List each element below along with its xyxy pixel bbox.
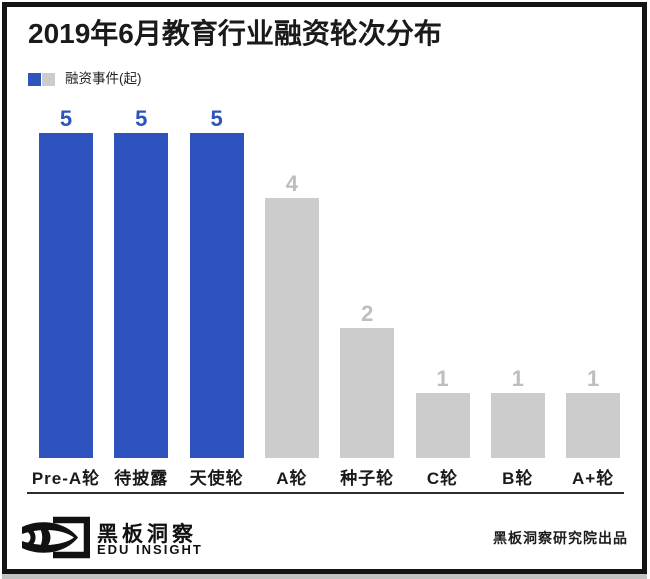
bar-category-label: B轮: [502, 469, 534, 488]
bar: [415, 393, 470, 458]
bar: [566, 393, 621, 458]
bar-value-label: 4: [285, 171, 299, 196]
credit-text: 黑板洞察研究院出品: [493, 530, 628, 546]
bar-value-label: 1: [436, 366, 449, 391]
bar-category-label: 天使轮: [189, 469, 244, 488]
bar-value-label: 1: [511, 366, 524, 391]
bar: [490, 393, 545, 458]
bar-value-label: 2: [361, 301, 374, 326]
bar-value-label: 5: [59, 106, 73, 131]
bar: [340, 328, 395, 458]
bar-category-label: Pre-A轮: [31, 469, 101, 488]
bar: [189, 133, 244, 458]
bar-value-label: 5: [210, 106, 223, 131]
bar-value-label: 1: [586, 366, 600, 391]
bar-value-label: 5: [135, 106, 148, 131]
bar-category-label: A轮: [276, 469, 308, 488]
page-title: 2019年6月教育行业融资轮次分布: [28, 18, 442, 49]
bar: [264, 198, 319, 458]
legend-label: 融资事件(起): [65, 71, 142, 86]
bar-category-label: C轮: [426, 469, 459, 488]
legend-swatch-blue: [28, 72, 41, 86]
bar: [39, 133, 93, 458]
legend-swatch-gray: [42, 72, 55, 86]
legend: 融资事件(起): [28, 72, 142, 86]
bar-category-label: 种子轮: [340, 469, 395, 488]
x-axis-line: [27, 492, 624, 494]
bar-category-label: 待披露: [114, 469, 169, 488]
brand-name: 黑板洞察: [97, 523, 197, 546]
bar: [114, 133, 169, 458]
eye-logo-icon: [22, 516, 90, 559]
brand-subtitle: EDU INSIGHT: [97, 542, 203, 557]
bar-category-label: A+轮: [571, 469, 615, 488]
bottom-shadow: [2, 574, 647, 579]
